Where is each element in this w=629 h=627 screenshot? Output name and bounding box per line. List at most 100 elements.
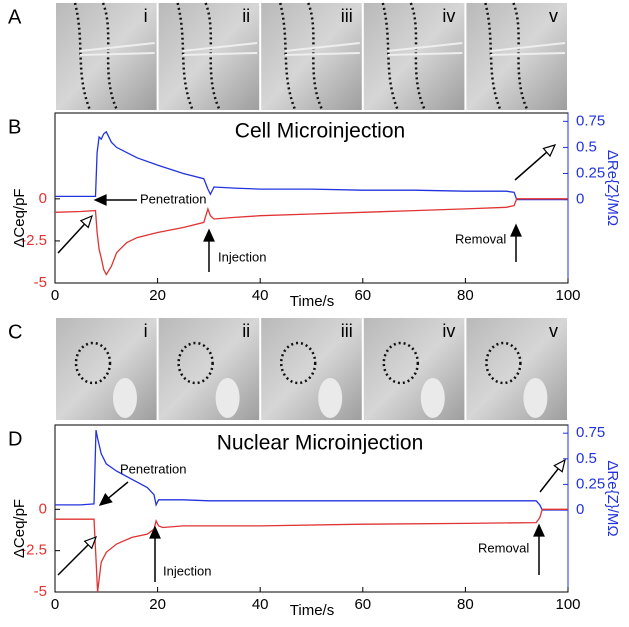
x-axis-label: Time/s [290,293,334,310]
annotation: Injection [218,249,266,264]
chart-title: Nuclear Microinjection [217,432,424,455]
y2-tick-label: 0.25 [576,475,605,492]
y-tick-label: -2.5 [21,542,47,559]
y2-tick-label: 0.5 [576,138,597,155]
plot-frame [54,424,569,593]
arrow-shaft [108,481,129,499]
panel-label: C [8,321,22,343]
y2-tick-label: 0 [576,191,584,208]
arrow-head [98,493,113,506]
y2-tick-label: 0.25 [576,164,605,181]
y2-axis-label: ΔRe{Z}/MΩ [604,150,621,226]
annotation: Removal [455,231,506,246]
panel-label: B [8,116,21,138]
nucleus-outline [382,341,420,385]
y-axis-label: ΔCeq/pF [11,499,28,558]
micrograph [56,3,157,110]
micrograph [261,318,362,420]
arrow-head [510,223,522,237]
y-tick-label: 0 [39,190,47,207]
cell-body [523,378,548,418]
x-tick-label: 0 [51,596,59,613]
image-label: iii [341,6,353,26]
arrow-head [93,194,107,206]
y-tick-label: -2.5 [21,232,47,249]
cell-body [420,378,445,418]
data-line [55,130,568,201]
micrograph [158,3,260,110]
cell-body [215,378,240,418]
x-tick-label: 60 [354,596,371,613]
micrograph [363,3,465,110]
x-tick-label: 80 [457,596,474,613]
annotation: Injection [163,563,211,578]
nucleus-outline [279,341,317,385]
y2-tick-label: 0 [576,501,584,518]
arrow-head [542,144,557,158]
image-label: i [144,6,148,26]
image-label: v [549,6,558,26]
data-line [55,508,568,593]
data-line [55,429,568,511]
image-label: i [144,321,148,341]
x-axis-label: Time/s [290,602,334,619]
arrow-head [79,214,93,229]
pipette [285,42,360,56]
arrow-shaft [514,151,548,181]
image-label: ii [242,321,250,341]
x-tick-label: 80 [457,287,474,304]
arrow-head [533,523,545,537]
y2-tick-label: 0.75 [576,112,605,129]
x-tick-label: 40 [252,596,269,613]
y2-tick-label: 0.75 [576,424,605,441]
x-tick-label: 100 [555,596,580,613]
image-label: ii [242,6,250,26]
micrograph [363,318,465,420]
panel-label: A [8,6,22,28]
image-label: iii [341,321,353,341]
y2-tick-label: 0.5 [576,450,597,467]
pipette [79,42,155,56]
arrow-head [149,525,161,539]
nucleus-outline [177,341,214,385]
arrow-shaft [539,468,559,493]
image-label: iv [442,321,455,341]
x-tick-label: 40 [252,287,269,304]
arrow-head [83,535,98,550]
image-label: iv [442,6,455,26]
arrow-head [553,458,566,473]
nucleus-outline [485,341,522,385]
cell-body [318,378,343,418]
micrograph [56,318,157,420]
annotation: Removal [478,540,529,555]
y-tick-label: 0 [39,500,47,517]
micrograph [466,318,567,420]
x-tick-label: 60 [354,287,371,304]
annotation: Penetration [140,191,207,206]
cell-body [113,378,137,418]
y-axis-label: ΔCeq/pF [11,188,28,247]
plot-frame [54,112,569,284]
x-tick-label: 20 [149,287,166,304]
nucleus-outline [74,341,112,385]
x-tick-label: 100 [555,287,580,304]
data-line [54,198,568,276]
y2-axis-label: ΔRe{Z}/MΩ [604,460,621,536]
panel-label: D [8,428,22,450]
annotation: Penetration [120,461,187,476]
arrow-shaft [57,223,86,254]
pipette [387,42,463,56]
pipette [182,42,258,56]
arrow-shaft [57,544,89,576]
y-tick-label: -5 [34,274,47,291]
image-label: v [549,321,558,341]
micrograph [261,3,362,110]
pipette [490,42,566,56]
x-tick-label: 20 [149,596,166,613]
chart-title: Cell Microinjection [235,120,405,143]
micrograph [158,318,260,420]
micrograph [466,3,567,110]
y-tick-label: -5 [34,583,47,600]
arrow-head [203,228,215,242]
